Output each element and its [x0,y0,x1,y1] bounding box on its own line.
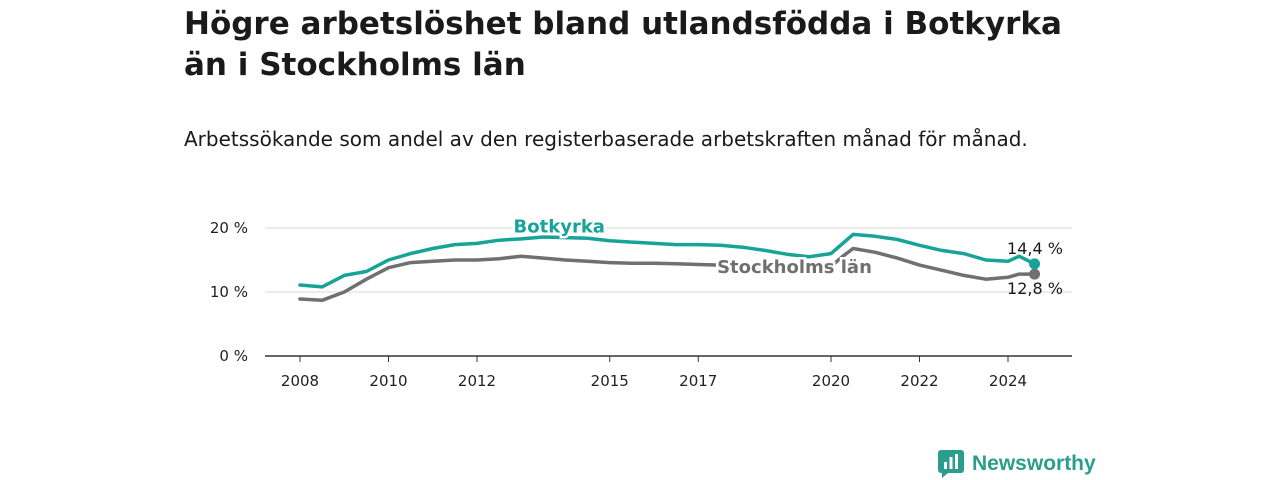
end-point-stockholms-l-n [1029,268,1041,280]
y-tick-label: 20 % [210,219,248,237]
end-value-label-botkyrka: 14,4 % [1007,239,1063,258]
x-tick-label: 2022 [900,372,938,390]
x-tick-label: 2017 [679,372,717,390]
end-value-label-stockholms-l-n: 12,8 % [1007,279,1063,298]
series-labels: 14,4 % 12,8 % Botkyrka Stockholms län [511,214,1063,298]
y-tick-label: 10 % [210,283,248,301]
x-tick-label: 2008 [281,372,319,390]
x-tick-label: 2020 [812,372,850,390]
newsworthy-logo[interactable]: Newsworthy [938,450,1096,478]
series-line-botkyrka [298,232,1037,289]
x-axis-ticks: 2008 2010 2012 2015 2017 2020 2022 2024 [281,356,1027,390]
y-axis-ticks: 0 % 10 % 20 % [210,219,248,365]
series-name-label-botkyrka: Botkyrka [514,216,605,237]
series-line-stockholms-l-n [298,246,1037,303]
series-name-label-stockholms-l-n: Stockholms län [717,257,872,278]
grid-layer [265,227,1072,357]
end-point-botkyrka [1029,258,1041,270]
x-tick-label: 2010 [369,372,407,390]
series-layer [298,232,1041,303]
x-tick-label: 2012 [458,372,496,390]
chart-title: Högre arbetslöshet bland utlandsfödda i … [184,6,1062,83]
newsworthy-logo-icon [938,450,964,478]
chart-subtitle: Arbetssökande som andel av den registerb… [184,127,1028,151]
brand-name: Newsworthy [972,452,1096,475]
x-tick-label: 2024 [989,372,1027,390]
y-tick-label: 0 % [219,347,248,365]
x-tick-label: 2015 [591,372,629,390]
